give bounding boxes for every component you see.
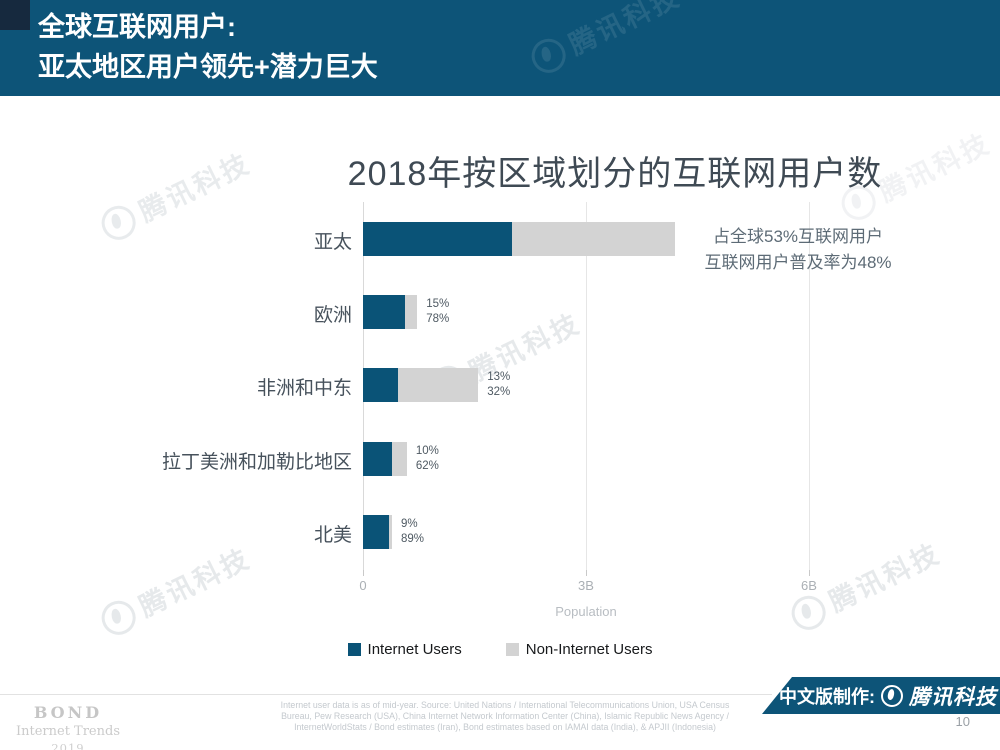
header-title-line2: 亚太地区用户领先+潜力巨大 — [38, 52, 378, 82]
header-title-line1: 全球互联网用户: — [38, 12, 236, 42]
percent-line: 62% — [415, 459, 439, 472]
credit-banner: 中文版制作: 腾讯科技 — [762, 677, 1000, 714]
legend-item: Non-Internet Users — [505, 641, 653, 658]
asia-pacific-callout: 占全球53%互联网用户 互联网用户普及率为48% — [676, 224, 920, 276]
tencent-watermark: 腾讯科技 — [95, 537, 257, 643]
bar-non-internet-users — [397, 368, 479, 403]
percent-line: 9% — [400, 517, 418, 530]
bond-logo-name: BOND — [33, 703, 103, 722]
chart-legend: Internet Users Non-Internet Users — [0, 641, 1000, 658]
credit-prefix: 中文版制作: — [779, 686, 875, 707]
percent-annotation: 9% 89% — [401, 517, 424, 547]
percent-line: 13% — [487, 371, 511, 384]
axis-tick — [808, 570, 810, 576]
legend-swatch-icon — [505, 643, 519, 656]
tencent-logo-icon — [95, 594, 142, 641]
chart-title: 2018年按区域划分的互联网用户数 — [347, 155, 883, 193]
source-line: Internet user data is as of mid-year. So… — [280, 700, 730, 710]
callout-line1: 占全球53%互联网用户 — [712, 227, 884, 246]
x-axis-label: Population — [555, 604, 617, 619]
corner-accent-square — [0, 0, 30, 30]
category-label: 拉丁美洲和加勒比地区 — [161, 451, 352, 473]
category-label: 欧洲 — [313, 305, 352, 327]
percent-line: 15% — [426, 298, 450, 311]
percent-annotation: 13% 32% — [487, 370, 510, 400]
source-fine-print: Internet user data is as of mid-year. So… — [245, 700, 765, 733]
axis-tick-label: 0 — [359, 578, 367, 593]
percent-line: 32% — [487, 386, 511, 399]
category-label: 北美 — [313, 524, 352, 546]
percent-line: 89% — [400, 532, 425, 545]
bond-logo-subtitle: Internet Trends — [15, 724, 120, 739]
bar-non-internet-users — [511, 222, 676, 256]
source-line: InternetWorldStats / Bond estimates (Ira… — [294, 722, 716, 732]
bar-non-internet-users — [405, 295, 418, 330]
footer-divider — [0, 694, 772, 695]
axis-tick-label: 3B — [578, 578, 594, 593]
bar-internet-users — [363, 514, 389, 549]
legend-swatch-icon — [347, 643, 361, 656]
page-number: 10 — [955, 714, 970, 729]
tencent-logo-icon — [785, 589, 832, 636]
legend-label: Non-Internet Users — [525, 641, 653, 658]
legend-item: Internet Users — [347, 641, 462, 658]
bar-non-internet-users — [391, 441, 407, 476]
bar-non-internet-users — [389, 514, 392, 549]
bar-internet-users — [363, 368, 398, 403]
callout-line2: 互联网用户普及率为48% — [704, 253, 892, 272]
credit-brand: 腾讯科技 — [909, 685, 997, 709]
bond-logo-year: 2019 — [51, 741, 85, 750]
source-line: Bureau, Pew Research (USA), China Intern… — [281, 711, 729, 721]
header-banner: 全球互联网用户: 亚太地区用户领先+潜力巨大 — [0, 0, 1000, 96]
percent-annotation: 10% 62% — [416, 444, 439, 474]
gridline — [585, 202, 587, 570]
axis-tick — [585, 570, 587, 576]
percent-line: 10% — [415, 444, 439, 457]
gridline — [808, 202, 810, 570]
percent-line: 78% — [426, 313, 450, 326]
tencent-logo-icon — [881, 684, 903, 707]
category-label: 亚太 — [313, 232, 352, 253]
axis-tick-label: 6B — [801, 578, 817, 593]
legend-label: Internet Users — [367, 641, 462, 658]
bond-logo: BOND Internet Trends 2019 — [8, 703, 128, 750]
percent-annotation: 15% 78% — [426, 297, 449, 327]
axis-tick — [363, 570, 364, 576]
category-label: 非洲和中东 — [256, 378, 352, 400]
bar-internet-users — [363, 222, 512, 256]
bar-internet-users — [363, 441, 392, 476]
bar-internet-users — [363, 295, 406, 330]
